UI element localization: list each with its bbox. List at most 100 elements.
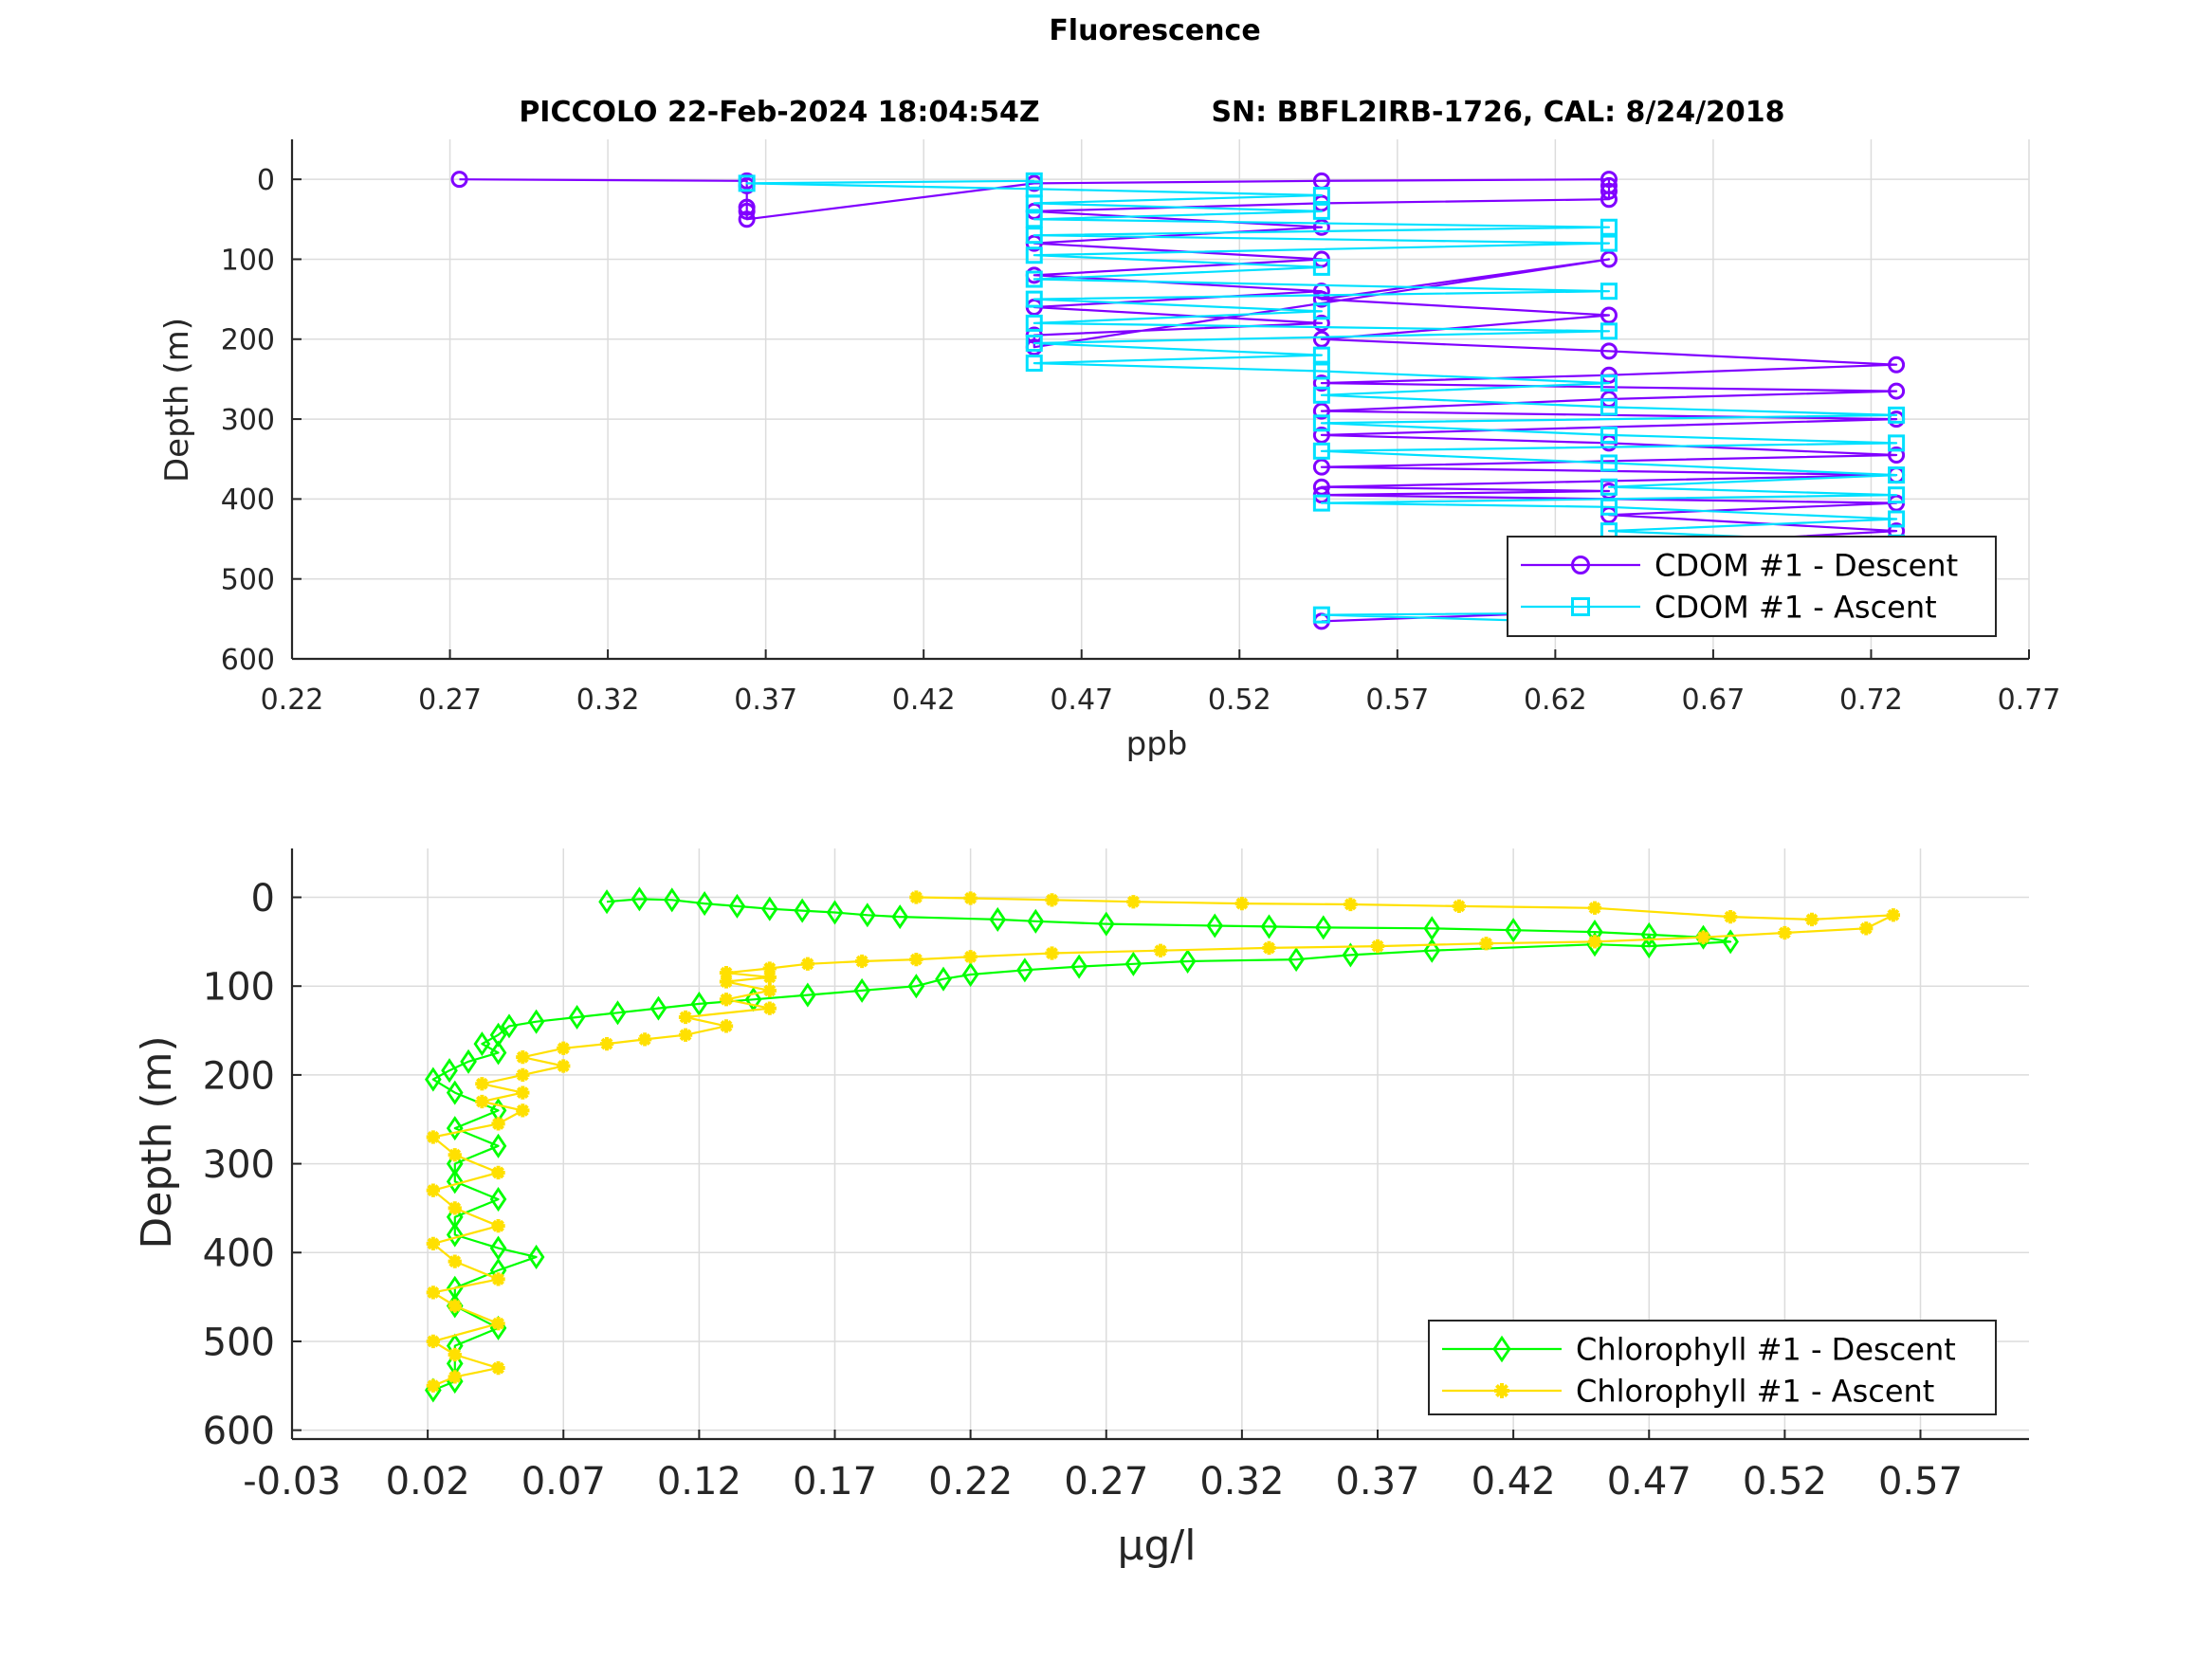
chlorophyll-data-point xyxy=(1886,908,1901,922)
cdom-data-point xyxy=(1600,374,1618,392)
chlorophyll-data-point xyxy=(719,993,734,1007)
chlorophyll-data-point xyxy=(631,886,649,912)
chlorophyll-data-point xyxy=(637,1032,652,1047)
cdom-data-point xyxy=(1888,356,1906,374)
chlorophyll-data-point xyxy=(491,1360,505,1376)
cdom-data-point xyxy=(1025,172,1043,190)
cdom-data-point xyxy=(1312,330,1330,348)
cdom-data-point xyxy=(1888,434,1906,452)
chlorophyll-data-point xyxy=(426,1183,440,1197)
chlorophyll-axis-frame xyxy=(290,848,2029,1441)
chlorophyll-data-point xyxy=(448,1148,462,1162)
chlorophyll-legend-label: Chlorophyll #1 - Descent xyxy=(1576,1332,1956,1368)
cdom-data-point xyxy=(1312,374,1330,392)
chlorophyll-x-tick-label: 0.17 xyxy=(793,1460,877,1504)
chlorophyll-data-point xyxy=(491,1317,505,1331)
cdom-data-point xyxy=(1025,355,1043,373)
chlorophyll-data-point xyxy=(663,887,681,913)
cdom-data-point xyxy=(1600,306,1618,324)
chlorophyll-data-point xyxy=(516,1085,530,1100)
cdom-data-point xyxy=(1600,342,1618,360)
chlorophyll-x-tick-label: 0.22 xyxy=(928,1460,1013,1504)
chlorophyll-series-ascent xyxy=(426,890,1901,1393)
chlorophyll-data-point xyxy=(853,977,870,1003)
chlorophyll-data-point xyxy=(891,904,909,930)
chlorophyll-x-tick-label: -0.03 xyxy=(243,1460,341,1504)
chlorophyll-data-point xyxy=(1016,957,1033,983)
cdom-data-point xyxy=(1600,498,1618,516)
chlorophyll-data-point xyxy=(719,1019,734,1033)
chlorophyll-y-tick-label: 300 xyxy=(203,1143,275,1187)
chlorophyll-data-point xyxy=(963,891,978,905)
cdom-data-point xyxy=(1600,250,1618,268)
chlorophyll-data-point xyxy=(527,1244,545,1269)
chlorophyll-data-point xyxy=(1288,947,1305,973)
chlorophyll-data-point xyxy=(989,906,1007,932)
chlorophyll-data-point xyxy=(448,1347,462,1362)
chlorophyll-data-point xyxy=(1097,911,1115,937)
chlorophyll-data-point xyxy=(516,1103,530,1118)
chlorophyll-x-axis-label: µg/l xyxy=(1118,1522,1197,1570)
chlorophyll-y-tick-label: 500 xyxy=(203,1321,275,1364)
chlorophyll-data-point xyxy=(1587,935,1602,949)
cdom-legend-entry: CDOM #1 - Descent xyxy=(1521,548,1958,584)
chlorophyll-data-point xyxy=(516,1050,530,1065)
cdom-data-point xyxy=(1312,606,1330,624)
chlorophyll-data-point xyxy=(489,1040,507,1066)
chlorophyll-data-point xyxy=(762,1001,777,1015)
chlorophyll-y-tick-label: 0 xyxy=(251,877,275,921)
chlorophyll-data-point xyxy=(1234,896,1250,911)
chlorophyll-data-point xyxy=(501,1013,518,1039)
chlorophyll-y-tick-label: 400 xyxy=(203,1232,275,1276)
chlorophyll-data-point xyxy=(516,1067,530,1083)
cdom-data-point xyxy=(1600,398,1618,416)
chlorophyll-data-point xyxy=(696,891,713,917)
cdom-y-tick-label: 300 xyxy=(221,404,275,437)
chlorophyll-data-point xyxy=(859,902,876,928)
chlorophyll-data-point xyxy=(1206,913,1224,939)
cdom-legend-label: CDOM #1 - Ascent xyxy=(1654,590,1937,626)
chlorophyll-data-point xyxy=(426,1285,440,1300)
chlorophyll-data-point xyxy=(1370,939,1385,954)
cdom-data-point xyxy=(1600,322,1618,340)
chlorophyll-data-point xyxy=(1778,925,1792,940)
cdom-axes: 0.22 0.27 0.32 0.37 0.42 0.47 0.52 0.57 0.62 0.67… xyxy=(158,139,2060,763)
cdom-data-point xyxy=(1888,486,1906,504)
chlorophyll-x-tick-label: 0.57 xyxy=(1878,1460,1963,1504)
cdom-data-point xyxy=(1312,314,1330,332)
chlorophyll-data-point xyxy=(1640,934,1658,959)
chlorophyll-data-point xyxy=(475,1094,489,1109)
chlorophyll-data-point xyxy=(426,1378,440,1393)
cdom-legend-label: CDOM #1 - Descent xyxy=(1654,548,1958,584)
cdom-x-axis-label: ppb xyxy=(1126,725,1188,763)
chlorophyll-y-tick-label: 100 xyxy=(203,966,275,1010)
chlorophyll-data-point xyxy=(762,970,777,984)
cdom-data-point xyxy=(1600,191,1618,209)
cdom-data-point xyxy=(1312,187,1330,205)
chlorophyll-data-point xyxy=(460,1048,477,1074)
cdom-y-tick-label: 500 xyxy=(221,563,275,596)
cdom-data-point xyxy=(1888,510,1906,528)
cdom-legend-marker xyxy=(1571,556,1590,574)
chlorophyll-data-point xyxy=(935,966,952,992)
cdom-x-tick-label: 0.67 xyxy=(1682,684,1746,717)
cdom-data-point xyxy=(450,171,468,189)
chlorophyll-data-point xyxy=(1344,897,1358,912)
chlorophyll-data-point xyxy=(598,889,615,915)
chlorophyll-data-point xyxy=(799,982,816,1008)
chlorophyll-data-point xyxy=(491,1272,505,1286)
chlorophyll-tick-labels: -0.03 0.02 0.07 0.12 0.17 0.22 0.27 0.32 0.37 0.4… xyxy=(203,877,1963,1504)
chlorophyll-data-point xyxy=(446,1080,464,1105)
cdom-data-point xyxy=(1312,218,1330,236)
chlorophyll-data-point xyxy=(475,1077,489,1091)
cdom-data-point xyxy=(1312,402,1330,420)
chlorophyll-data-point xyxy=(1153,943,1168,957)
chlorophyll-x-tick-label: 0.47 xyxy=(1607,1460,1691,1504)
cdom-y-axis-label: Depth (m) xyxy=(158,318,196,483)
chlorophyll-series-group xyxy=(425,886,1901,1403)
cdom-data-point xyxy=(1312,202,1330,220)
cdom-data-point xyxy=(1312,478,1330,496)
chlorophyll-data-point xyxy=(760,896,778,921)
chlorophyll-legend-marker xyxy=(1492,1335,1511,1363)
